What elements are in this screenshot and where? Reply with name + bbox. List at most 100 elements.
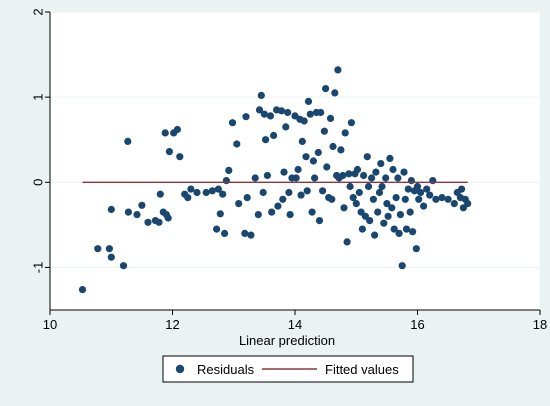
residual-point xyxy=(286,211,294,219)
residual-point xyxy=(417,188,425,197)
residual-point xyxy=(308,208,316,216)
y-tick-label: 1 xyxy=(31,94,46,101)
residual-point xyxy=(314,148,322,157)
residual-point xyxy=(255,106,264,114)
residual-point xyxy=(409,228,417,236)
residual-point xyxy=(401,195,409,203)
residual-point xyxy=(176,153,184,161)
x-axis-ticks: 10 12 14 16 18 xyxy=(43,310,547,332)
residual-point xyxy=(360,171,368,180)
residual-point xyxy=(438,194,446,202)
residual-point xyxy=(334,66,342,74)
residual-point xyxy=(322,85,330,93)
residual-point xyxy=(319,187,327,195)
residual-point xyxy=(404,185,412,193)
residual-point xyxy=(279,195,287,203)
residual-point xyxy=(341,129,349,137)
residual-point xyxy=(389,165,397,174)
residual-point xyxy=(277,107,286,115)
residual-point xyxy=(317,108,325,117)
residual-point xyxy=(306,110,314,118)
residual-point xyxy=(124,208,132,216)
residual-point xyxy=(105,245,113,253)
residual-point xyxy=(228,119,237,127)
residual-point xyxy=(208,187,216,195)
residual-point xyxy=(382,174,390,182)
residual-point xyxy=(343,238,351,246)
residual-point xyxy=(346,182,354,191)
residual-point xyxy=(315,217,324,225)
residual-point xyxy=(398,262,406,270)
residual-point xyxy=(156,190,164,198)
residual-point xyxy=(328,195,336,203)
plot-area xyxy=(50,12,540,310)
residual-point xyxy=(377,160,385,168)
residual-point xyxy=(262,136,270,144)
residual-point xyxy=(423,185,431,193)
residual-point xyxy=(297,191,305,199)
residual-points xyxy=(78,66,472,294)
residual-point xyxy=(415,195,423,203)
residual-point xyxy=(309,157,317,165)
residual-point xyxy=(407,177,415,185)
residual-point xyxy=(187,185,195,193)
residual-point xyxy=(202,188,210,197)
residual-point xyxy=(412,245,420,253)
residual-point xyxy=(352,200,360,208)
residual-point xyxy=(155,218,163,226)
residual-point xyxy=(235,200,243,208)
x-axis-title: Linear prediction xyxy=(239,333,335,348)
residual-point xyxy=(193,188,201,197)
residual-point xyxy=(380,219,388,227)
residual-point xyxy=(366,217,374,225)
residual-point xyxy=(138,201,146,209)
residual-point xyxy=(374,208,382,216)
residual-point xyxy=(363,153,371,161)
residual-point xyxy=(268,208,276,216)
residual-point xyxy=(251,174,259,182)
residual-point xyxy=(368,174,376,182)
residual-point xyxy=(378,182,386,191)
residual-point xyxy=(221,229,229,237)
residual-point xyxy=(375,188,384,197)
residual-point xyxy=(371,231,379,239)
residual-point xyxy=(225,166,233,174)
residual-point xyxy=(331,89,339,97)
residual-point xyxy=(164,214,172,222)
residual-point xyxy=(329,142,337,151)
residual-point xyxy=(184,194,192,202)
residual-point xyxy=(386,154,394,162)
residual-point xyxy=(280,168,288,176)
residual-point xyxy=(390,225,398,233)
residual-point xyxy=(340,204,348,212)
residual-point xyxy=(326,114,335,122)
residual-point xyxy=(458,185,466,193)
residual-point xyxy=(242,113,250,121)
residual-point xyxy=(406,208,414,216)
residual-point xyxy=(320,127,328,135)
residual-point xyxy=(270,131,278,140)
x-tick-label: 14 xyxy=(288,317,302,332)
residual-point xyxy=(263,171,271,180)
residual-point xyxy=(372,168,380,176)
residual-point xyxy=(444,195,452,203)
y-tick-label: -1 xyxy=(31,262,46,274)
residual-point xyxy=(311,174,319,182)
residual-point xyxy=(353,165,362,174)
residual-point xyxy=(282,123,290,131)
residual-point xyxy=(216,210,224,218)
residual-point xyxy=(78,286,87,294)
residual-point xyxy=(260,110,268,118)
residual-point xyxy=(383,200,391,208)
residual-point xyxy=(266,112,275,120)
residual-point xyxy=(339,171,347,180)
residual-point xyxy=(337,146,345,154)
residual-point xyxy=(284,108,292,117)
residual-point xyxy=(369,195,377,203)
residual-point xyxy=(355,188,363,197)
residual-point xyxy=(400,168,408,176)
x-tick-label: 12 xyxy=(165,317,179,332)
residual-point xyxy=(395,229,403,237)
legend-residuals-marker xyxy=(175,364,185,374)
